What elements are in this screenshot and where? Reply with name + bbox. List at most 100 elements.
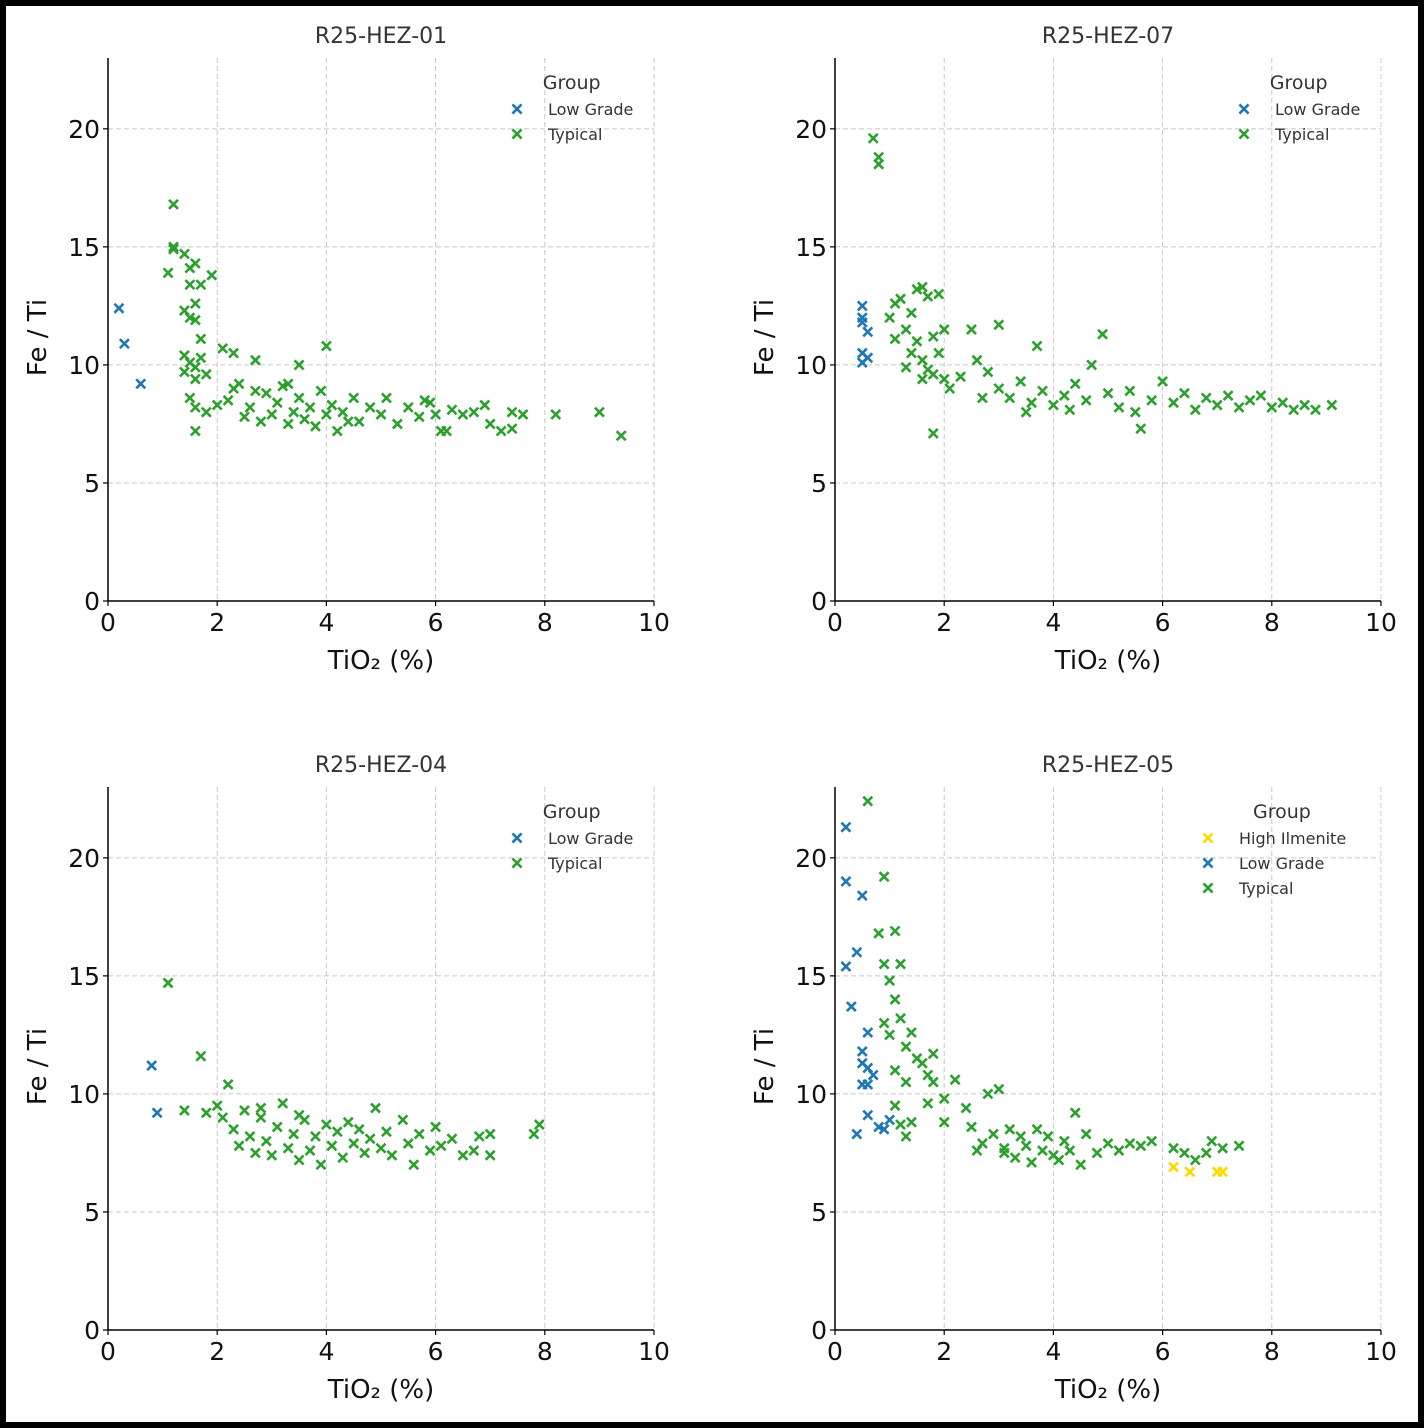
data-point: [228, 383, 240, 394]
data-point: [1097, 328, 1108, 340]
data-point: [966, 324, 977, 335]
series-typical: [162, 977, 545, 1171]
data-point: [856, 890, 868, 902]
data-point: [1168, 1142, 1179, 1154]
data-point: [424, 1145, 436, 1157]
data-point: [862, 326, 874, 338]
data-point: [184, 279, 196, 291]
subplot-title: R25-HEZ-01: [315, 24, 447, 49]
data-point: [938, 1093, 950, 1105]
data-point: [933, 347, 945, 359]
data-point: [550, 409, 562, 420]
data-point: [233, 1140, 245, 1152]
data-point: [184, 392, 196, 404]
data-point: [211, 1100, 223, 1112]
data-point: [840, 821, 852, 833]
x-tick-label: 10: [1365, 1337, 1397, 1366]
data-point: [1211, 399, 1223, 411]
data-point: [851, 946, 863, 958]
data-point: [331, 1126, 343, 1138]
data-point: [878, 958, 890, 970]
legend-label: Typical: [1274, 125, 1329, 144]
x-tick-label: 2: [936, 608, 952, 637]
data-point: [1047, 399, 1059, 411]
data-point: [976, 392, 988, 404]
data-point: [840, 875, 852, 887]
x-tick-label: 0: [100, 1337, 116, 1366]
data-point: [288, 1128, 300, 1140]
data-point: [873, 151, 885, 163]
data-point: [364, 1133, 376, 1145]
data-point: [517, 409, 529, 420]
data-point: [337, 1152, 349, 1164]
data-point: [271, 397, 283, 409]
data-point: [457, 1149, 469, 1161]
data-point: [179, 366, 190, 378]
data-point: [878, 1123, 890, 1135]
data-point: [484, 1128, 496, 1140]
data-point: [1015, 1130, 1027, 1142]
data-point: [895, 1119, 906, 1131]
data-point: [993, 319, 1005, 331]
data-point: [889, 1064, 901, 1076]
data-point: [998, 1147, 1010, 1159]
data-point: [889, 1100, 901, 1112]
data-point: [1299, 399, 1310, 411]
data-point: [113, 302, 125, 314]
y-tick-label: 15: [795, 233, 827, 262]
data-point: [1135, 1140, 1147, 1152]
data-point: [326, 1140, 338, 1152]
x-tick-label: 10: [1365, 608, 1397, 637]
data-point: [900, 361, 912, 373]
x-tick-label: 8: [1264, 1337, 1280, 1366]
data-point: [375, 409, 387, 420]
data-point: [1009, 1152, 1021, 1164]
series-low-grade: [146, 1060, 163, 1119]
x-tick-label: 6: [428, 1337, 444, 1366]
y-tick-label: 5: [811, 1198, 827, 1227]
data-point: [348, 1138, 360, 1149]
data-point: [856, 1045, 868, 1057]
legend-title: Group: [1270, 72, 1328, 94]
data-point: [353, 1123, 365, 1135]
data-point: [966, 1121, 977, 1133]
data-point: [938, 373, 950, 385]
data-point: [895, 958, 906, 970]
data-point: [911, 335, 923, 347]
data-point: [851, 1128, 863, 1140]
data-point: [1244, 394, 1256, 406]
data-point: [244, 1130, 256, 1142]
x-tick-label: 4: [1045, 1337, 1061, 1366]
data-point: [1326, 399, 1338, 411]
data-point: [1037, 385, 1048, 397]
data-point: [1031, 1123, 1043, 1135]
y-tick-label: 20: [795, 844, 827, 873]
data-point: [331, 425, 343, 437]
data-point: [615, 430, 627, 442]
data-point: [293, 392, 305, 404]
legend-marker: [1238, 103, 1250, 115]
data-point: [457, 409, 469, 420]
data-point: [435, 425, 447, 437]
data-point: [326, 399, 338, 411]
data-point: [473, 1130, 485, 1142]
data-point: [1080, 1128, 1092, 1140]
data-point: [862, 795, 874, 807]
data-point: [364, 401, 376, 413]
data-point: [1102, 387, 1114, 399]
data-point: [1168, 1161, 1179, 1173]
data-point: [1124, 385, 1136, 397]
data-point: [359, 1147, 371, 1159]
data-point: [293, 1154, 305, 1166]
data-point: [927, 368, 939, 380]
data-point: [1266, 401, 1278, 413]
data-point: [310, 420, 321, 432]
data-point: [118, 338, 130, 350]
data-point: [162, 977, 174, 989]
data-point: [179, 248, 190, 260]
data-point: [179, 1105, 190, 1116]
data-point: [938, 324, 950, 335]
data-point: [189, 314, 201, 326]
y-tick-label: 5: [84, 469, 100, 498]
